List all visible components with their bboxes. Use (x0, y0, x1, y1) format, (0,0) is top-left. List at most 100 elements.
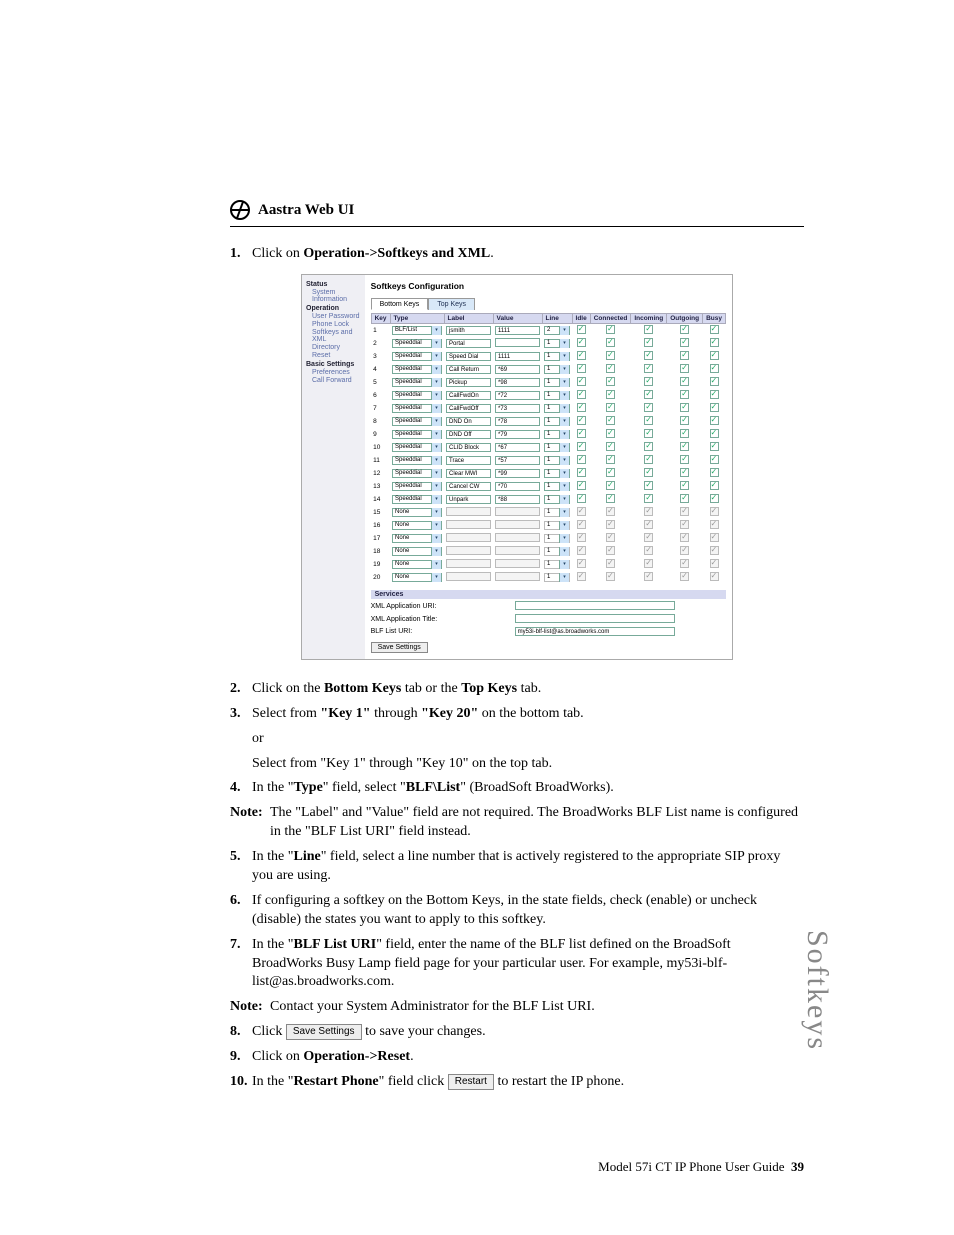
state-checkbox[interactable] (644, 442, 653, 451)
line-select[interactable]: 1▾ (544, 378, 570, 387)
type-select[interactable]: Speeddial▾ (392, 417, 442, 426)
state-checkbox[interactable] (577, 351, 586, 360)
label-input[interactable]: DND On (446, 417, 491, 426)
type-select[interactable]: Speeddial▾ (392, 495, 442, 504)
state-checkbox[interactable] (606, 416, 615, 425)
value-input[interactable]: *70 (495, 482, 540, 491)
state-checkbox[interactable] (680, 481, 689, 490)
state-checkbox[interactable] (606, 442, 615, 451)
state-checkbox[interactable] (710, 442, 719, 451)
state-checkbox[interactable] (606, 494, 615, 503)
state-checkbox[interactable] (710, 455, 719, 464)
tab-top-keys[interactable]: Top Keys (428, 298, 475, 310)
state-checkbox[interactable] (710, 364, 719, 373)
state-checkbox[interactable] (606, 325, 615, 334)
state-checkbox[interactable] (606, 338, 615, 347)
state-checkbox[interactable] (644, 481, 653, 490)
state-checkbox[interactable] (680, 455, 689, 464)
type-select[interactable]: Speeddial▾ (392, 456, 442, 465)
label-input[interactable]: CallFwdOn (446, 391, 491, 400)
type-select[interactable]: Speeddial▾ (392, 378, 442, 387)
type-select[interactable]: None▾ (392, 547, 442, 556)
inline-restart-button[interactable]: Restart (448, 1074, 494, 1090)
label-input[interactable]: Cancel CW (446, 482, 491, 491)
state-checkbox[interactable] (644, 325, 653, 334)
state-checkbox[interactable] (710, 494, 719, 503)
state-checkbox[interactable] (680, 468, 689, 477)
sidebar-item[interactable]: User Password (306, 313, 361, 320)
state-checkbox[interactable] (680, 403, 689, 412)
state-checkbox[interactable] (680, 390, 689, 399)
state-checkbox[interactable] (644, 494, 653, 503)
state-checkbox[interactable] (577, 455, 586, 464)
sidebar-item[interactable]: Preferences (306, 369, 361, 376)
state-checkbox[interactable] (680, 364, 689, 373)
label-input[interactable]: Clear MWI (446, 469, 491, 478)
sidebar-item[interactable]: System Information (306, 289, 361, 303)
sidebar-item[interactable]: Phone Lock (306, 321, 361, 328)
label-input[interactable]: Trace (446, 456, 491, 465)
line-select[interactable]: 1▾ (544, 469, 570, 478)
type-select[interactable]: Speeddial▾ (392, 430, 442, 439)
service-input[interactable] (515, 601, 675, 610)
state-checkbox[interactable] (644, 455, 653, 464)
state-checkbox[interactable] (606, 377, 615, 386)
type-select[interactable]: None▾ (392, 573, 442, 582)
label-input[interactable]: CallFwdOff (446, 404, 491, 413)
label-input[interactable]: Unpark (446, 495, 491, 504)
value-input[interactable] (495, 338, 540, 347)
line-select[interactable]: 1▾ (544, 430, 570, 439)
label-input[interactable]: jsmith (446, 326, 491, 335)
line-select[interactable]: 1▾ (544, 365, 570, 374)
type-select[interactable]: Speeddial▾ (392, 391, 442, 400)
state-checkbox[interactable] (680, 338, 689, 347)
value-input[interactable]: *88 (495, 495, 540, 504)
state-checkbox[interactable] (577, 390, 586, 399)
type-select[interactable]: Speeddial▾ (392, 365, 442, 374)
state-checkbox[interactable] (577, 468, 586, 477)
line-select[interactable]: 1▾ (544, 404, 570, 413)
state-checkbox[interactable] (680, 325, 689, 334)
service-input[interactable]: my53i-blf-list@as.broadworks.com (515, 627, 675, 636)
state-checkbox[interactable] (710, 481, 719, 490)
state-checkbox[interactable] (644, 351, 653, 360)
state-checkbox[interactable] (577, 325, 586, 334)
sidebar-item[interactable]: Reset (306, 352, 361, 359)
state-checkbox[interactable] (680, 442, 689, 451)
line-select[interactable]: 1▾ (544, 456, 570, 465)
line-select[interactable]: 1▾ (544, 495, 570, 504)
save-settings-button[interactable]: Save Settings (371, 642, 428, 653)
line-select[interactable]: 1▾ (544, 391, 570, 400)
state-checkbox[interactable] (680, 416, 689, 425)
value-input[interactable]: *98 (495, 378, 540, 387)
state-checkbox[interactable] (710, 377, 719, 386)
type-select[interactable]: BLF/List▾ (392, 326, 442, 335)
state-checkbox[interactable] (606, 468, 615, 477)
label-input[interactable]: Speed Dial (446, 352, 491, 361)
state-checkbox[interactable] (577, 481, 586, 490)
state-checkbox[interactable] (710, 338, 719, 347)
type-select[interactable]: Speeddial▾ (392, 469, 442, 478)
sidebar-item[interactable]: Directory (306, 344, 361, 351)
type-select[interactable]: Speeddial▾ (392, 339, 442, 348)
value-input[interactable]: *72 (495, 391, 540, 400)
state-checkbox[interactable] (606, 390, 615, 399)
type-select[interactable]: Speeddial▾ (392, 404, 442, 413)
value-input[interactable]: 1111 (495, 326, 540, 335)
type-select[interactable]: Speeddial▾ (392, 482, 442, 491)
state-checkbox[interactable] (606, 455, 615, 464)
state-checkbox[interactable] (710, 429, 719, 438)
value-input[interactable]: *78 (495, 417, 540, 426)
value-input[interactable]: *67 (495, 443, 540, 452)
state-checkbox[interactable] (710, 325, 719, 334)
value-input[interactable]: *69 (495, 365, 540, 374)
line-select[interactable]: 2▾ (544, 326, 570, 335)
state-checkbox[interactable] (710, 468, 719, 477)
state-checkbox[interactable] (644, 364, 653, 373)
state-checkbox[interactable] (577, 494, 586, 503)
line-select[interactable]: 1▾ (544, 443, 570, 452)
value-input[interactable]: 1111 (495, 352, 540, 361)
state-checkbox[interactable] (644, 468, 653, 477)
label-input[interactable]: CLID Block (446, 443, 491, 452)
state-checkbox[interactable] (710, 416, 719, 425)
